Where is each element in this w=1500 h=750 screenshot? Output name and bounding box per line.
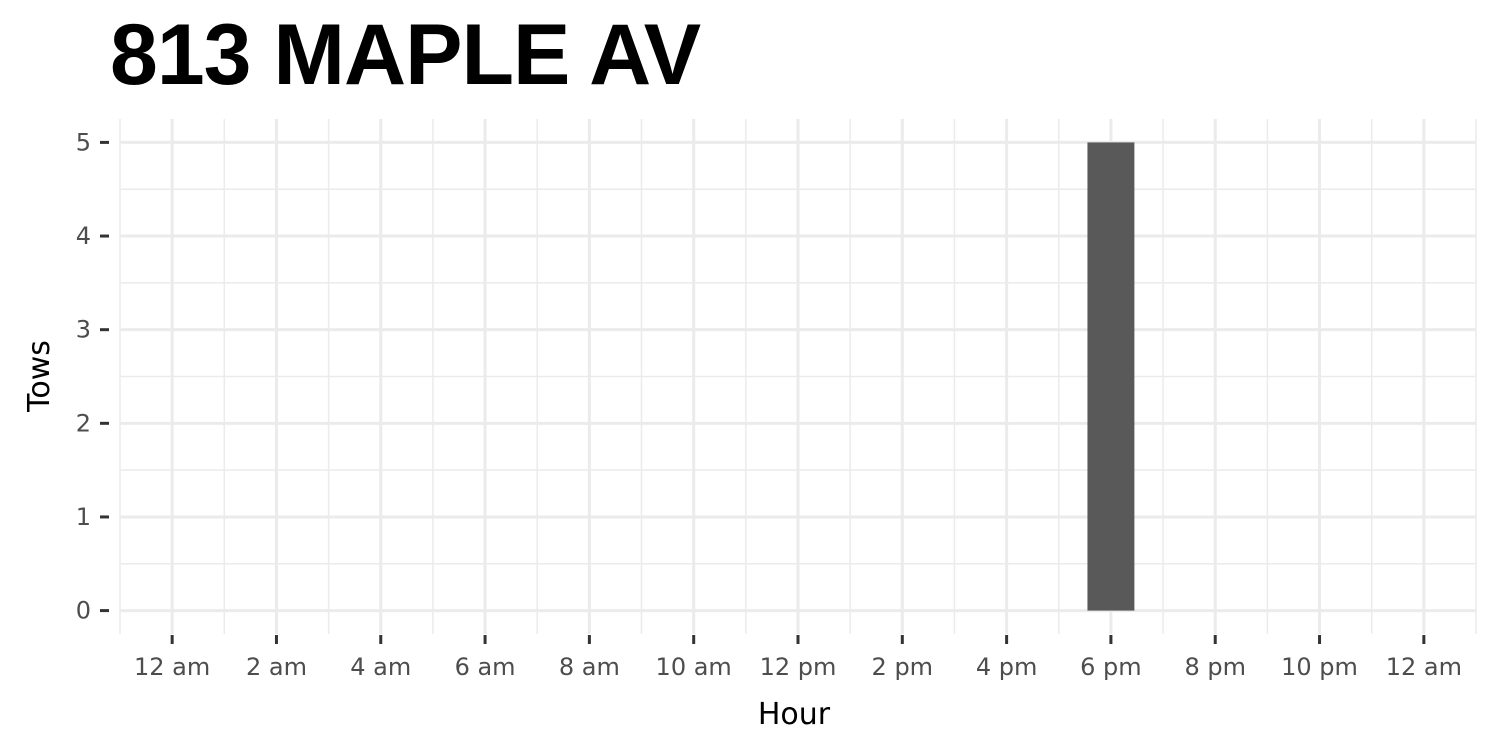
- bar: [1087, 142, 1135, 611]
- x-tick-label: 2 pm: [872, 653, 934, 681]
- x-tick-label: 4 am: [350, 653, 411, 681]
- y-axis-title: Tows: [22, 340, 57, 413]
- x-tick-label: 8 pm: [1184, 653, 1246, 681]
- x-tick-label: 6 am: [455, 653, 516, 681]
- y-tick-label: 0: [76, 597, 91, 625]
- chart-title: 813 MAPLE AV: [110, 7, 701, 103]
- bars: [1087, 142, 1135, 611]
- x-tick-label: 10 pm: [1281, 653, 1358, 681]
- x-tick-label: 4 pm: [976, 653, 1038, 681]
- y-axis: 0 1 2 3 4 5: [76, 128, 109, 625]
- y-tick-label: 4: [76, 222, 91, 250]
- y-tick-label: 2: [76, 409, 91, 437]
- x-tick-label: 12 pm: [760, 653, 837, 681]
- x-tick-label: 2 am: [246, 653, 307, 681]
- x-tick-label: 6 pm: [1080, 653, 1142, 681]
- x-tick-label: 12 am: [1386, 653, 1462, 681]
- x-tick-label: 12 am: [134, 653, 210, 681]
- x-tick-label: 8 am: [559, 653, 620, 681]
- major-gridlines: [120, 119, 1476, 634]
- x-tick-label: 10 am: [656, 653, 732, 681]
- y-tick-label: 3: [76, 316, 91, 344]
- y-tick-label: 5: [76, 128, 91, 156]
- x-axis-title: Hour: [758, 697, 831, 732]
- y-tick-label: 1: [76, 503, 91, 531]
- x-axis: 12 am 2 am 4 am 6 am 8 am 10 am 12 pm 2 pm 4 pm 6…: [134, 635, 1462, 681]
